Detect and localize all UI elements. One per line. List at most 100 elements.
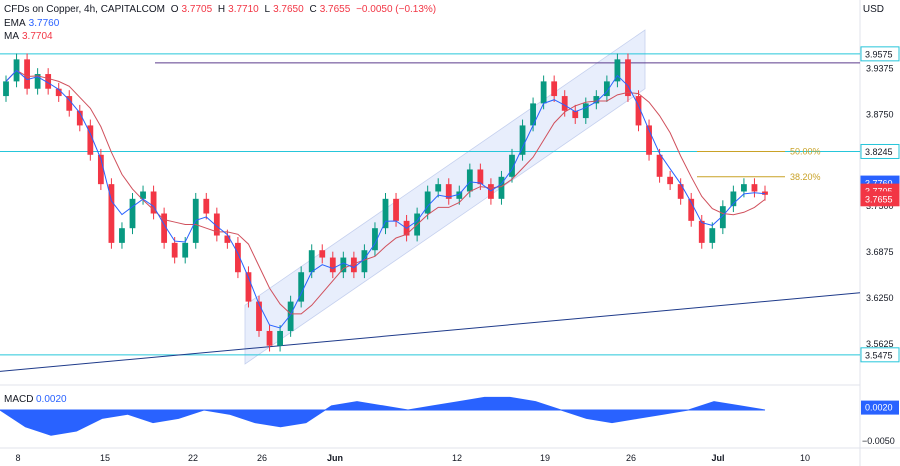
candle-body-48: [509, 154, 515, 177]
candle-body-21: [224, 235, 231, 243]
ohlc-low-label: L: [264, 4, 271, 15]
candle-body-6: [66, 96, 73, 111]
candle-body-19: [203, 198, 210, 214]
time-tick-1: 15: [100, 453, 110, 463]
candle-body-43: [456, 191, 463, 199]
candle-body-65: [688, 198, 695, 221]
macd-value: 0.0020: [36, 394, 67, 405]
macd-label: MACD: [4, 394, 33, 405]
candle-body-67: [709, 228, 716, 243]
candle-body-13: [140, 191, 146, 199]
candle-body-42: [445, 184, 452, 199]
candle-body-72: [762, 191, 768, 195]
candle-body-57: [603, 81, 610, 97]
price-label-4[interactable]: 3.7655: [865, 194, 893, 204]
candle-body-32: [340, 257, 347, 273]
candle-body-54: [572, 110, 579, 119]
macd-tick-1: −0.0050: [862, 436, 895, 446]
candle-body-52: [551, 81, 558, 97]
candle-body-22: [235, 242, 241, 273]
candle-body-69: [730, 191, 737, 207]
candle-body-3: [34, 74, 41, 89]
ema-line: [5, 69, 766, 329]
candle-body-35: [372, 228, 378, 251]
candle-body-41: [435, 184, 442, 192]
candle-body-56: [593, 96, 600, 104]
candle-body-49: [519, 125, 526, 155]
candle-body-71: [751, 184, 758, 192]
candle-body-55: [582, 103, 589, 119]
time-tick-2: 22: [188, 453, 198, 463]
price-label-2[interactable]: 3.7760: [865, 179, 893, 189]
candle-body-59: [625, 59, 631, 97]
candle-body-25: [266, 330, 273, 346]
candle-body-12: [129, 198, 136, 229]
candle-body-60: [635, 96, 642, 126]
candle-body-4: [45, 74, 52, 89]
ma-legend[interactable]: MA 3.7704: [4, 31, 56, 42]
ema-legend[interactable]: EMA 3.7760: [4, 18, 62, 29]
candle-body-45: [477, 169, 484, 185]
time-tick-4: Jun: [327, 453, 343, 463]
candle-body-17: [182, 242, 189, 258]
candle-body-70: [741, 184, 747, 192]
candle-body-11: [119, 228, 125, 243]
ohlc-low: 3.7650: [273, 4, 304, 15]
macd-price-box: [861, 400, 899, 415]
candle-body-64: [677, 184, 684, 199]
candle-body-40: [424, 191, 431, 214]
candle-body-44: [466, 169, 473, 192]
price-label-0[interactable]: 3.9575: [865, 49, 893, 59]
ohlc-high-label: H: [217, 4, 226, 15]
time-tick-0: 8: [15, 453, 20, 463]
time-tick-7: 26: [626, 453, 636, 463]
price-tick-1: 3.8750: [866, 109, 894, 119]
macd-tick-0: 0.0020: [865, 403, 893, 413]
time-tick-9: 10: [800, 453, 810, 463]
candle-body-68: [719, 206, 726, 229]
ma-value: 3.7704: [22, 31, 53, 42]
macd-area: [0, 396, 766, 436]
candle-body-62: [656, 154, 663, 177]
candle-body-27: [287, 301, 294, 331]
candle-body-20: [213, 213, 220, 236]
ohlc-close: 3.7655: [319, 4, 351, 15]
candle-body-30: [319, 250, 326, 258]
fib-level-label-0: 50.00%: [790, 146, 821, 156]
candle-body-26: [277, 330, 283, 346]
regression-channel: [244, 29, 646, 365]
time-tick-8: Jul: [711, 453, 724, 463]
candle-body-2: [24, 59, 30, 89]
candle-body-28: [298, 272, 305, 302]
currency-label[interactable]: USD: [862, 4, 884, 15]
ema-value: 3.7760: [28, 18, 60, 29]
price-tick-4: 3.6250: [866, 293, 894, 303]
candle-body-37: [393, 198, 399, 221]
fib-level-label-1: 38.20%: [790, 172, 821, 182]
candle-body-36: [382, 198, 389, 229]
time-tick-3: 26: [257, 453, 267, 463]
price-label-5[interactable]: 3.5475: [865, 350, 893, 360]
ma-label: MA: [4, 31, 19, 42]
price-tick-0: 3.9375: [866, 64, 894, 74]
symbol-line[interactable]: CFDs on Copper, 4h, CAPITALCOM: [4, 4, 165, 15]
time-tick-5: 12: [452, 453, 462, 463]
ohlc-open-label: O: [170, 4, 179, 15]
candle-body-15: [161, 213, 168, 243]
candle-body-47: [498, 176, 505, 199]
candle-body-33: [350, 257, 357, 273]
price-label-1[interactable]: 3.8245: [865, 147, 893, 157]
price-tick-5: 3.5625: [866, 339, 894, 349]
candle-body-61: [646, 125, 652, 155]
candle-body-9: [97, 154, 104, 185]
candle-body-23: [245, 272, 252, 302]
candle-body-5: [55, 88, 62, 97]
price-tick-3: 3.6875: [866, 247, 894, 257]
candle-body-31: [329, 257, 336, 273]
candle-body-0: [3, 81, 9, 97]
candle-body-14: [150, 191, 157, 214]
candle-body-34: [361, 250, 368, 273]
symbol-header: CFDs on Copper, 4h, CAPITALCOM O 3.7705 H…: [4, 4, 439, 15]
